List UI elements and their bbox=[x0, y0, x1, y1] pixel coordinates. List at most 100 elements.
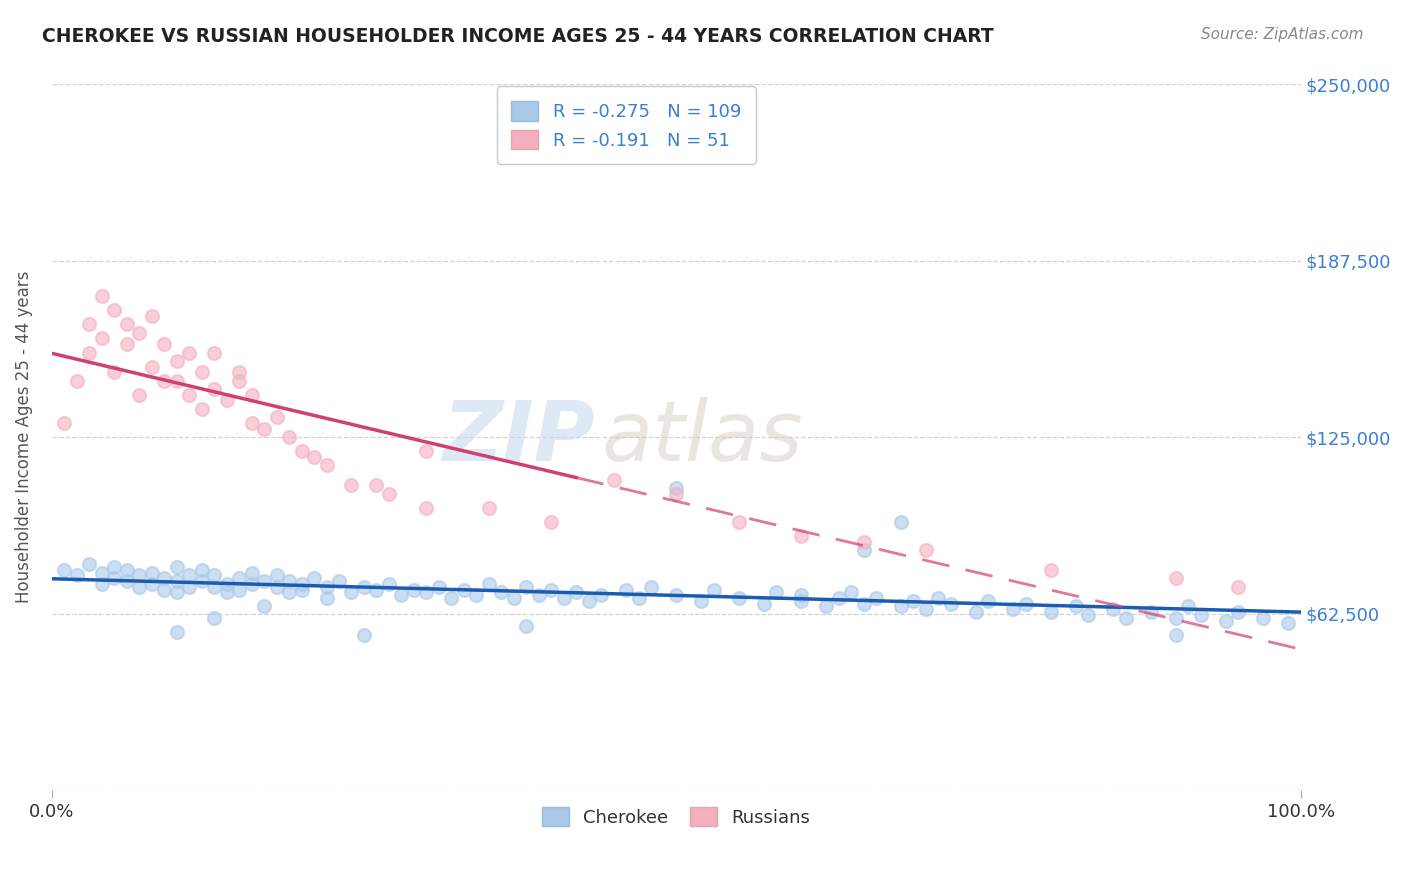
Point bbox=[1177, 599, 1199, 614]
Point bbox=[827, 591, 849, 605]
Point bbox=[1139, 605, 1161, 619]
Point bbox=[852, 597, 875, 611]
Point bbox=[290, 582, 312, 597]
Point bbox=[228, 365, 250, 379]
Point bbox=[90, 566, 112, 580]
Point bbox=[465, 588, 488, 602]
Point bbox=[179, 568, 201, 582]
Point bbox=[90, 331, 112, 345]
Point bbox=[752, 597, 775, 611]
Point bbox=[103, 303, 125, 318]
Point bbox=[366, 478, 388, 492]
Point bbox=[977, 594, 1000, 608]
Point bbox=[115, 574, 138, 588]
Point bbox=[253, 422, 276, 436]
Point bbox=[852, 534, 875, 549]
Point bbox=[77, 318, 100, 332]
Point bbox=[202, 345, 225, 359]
Point bbox=[915, 543, 938, 558]
Text: Source: ZipAtlas.com: Source: ZipAtlas.com bbox=[1201, 27, 1364, 42]
Point bbox=[378, 486, 401, 500]
Text: CHEROKEE VS RUSSIAN HOUSEHOLDER INCOME AGES 25 - 44 YEARS CORRELATION CHART: CHEROKEE VS RUSSIAN HOUSEHOLDER INCOME A… bbox=[42, 27, 994, 45]
Point bbox=[228, 374, 250, 388]
Point bbox=[839, 585, 862, 599]
Point bbox=[266, 410, 288, 425]
Point bbox=[614, 582, 637, 597]
Point bbox=[565, 585, 588, 599]
Point bbox=[340, 585, 363, 599]
Point bbox=[402, 582, 425, 597]
Point bbox=[90, 289, 112, 303]
Text: atlas: atlas bbox=[602, 397, 803, 478]
Point bbox=[1251, 611, 1274, 625]
Point bbox=[202, 580, 225, 594]
Point bbox=[1164, 628, 1187, 642]
Point bbox=[128, 388, 150, 402]
Point bbox=[290, 444, 312, 458]
Point bbox=[665, 481, 688, 495]
Point bbox=[128, 568, 150, 582]
Point bbox=[115, 563, 138, 577]
Point bbox=[453, 582, 475, 597]
Point bbox=[190, 574, 212, 588]
Point bbox=[865, 591, 887, 605]
Point bbox=[415, 444, 437, 458]
Point bbox=[415, 585, 437, 599]
Point bbox=[578, 594, 600, 608]
Point bbox=[141, 359, 163, 374]
Point bbox=[391, 588, 413, 602]
Point bbox=[1164, 611, 1187, 625]
Point bbox=[1002, 602, 1025, 616]
Point bbox=[179, 580, 201, 594]
Point bbox=[315, 458, 337, 473]
Point bbox=[278, 430, 301, 444]
Point bbox=[515, 580, 537, 594]
Point bbox=[53, 563, 76, 577]
Point bbox=[253, 574, 276, 588]
Point bbox=[852, 543, 875, 558]
Point bbox=[103, 365, 125, 379]
Point bbox=[915, 602, 938, 616]
Point bbox=[115, 337, 138, 351]
Point bbox=[1039, 605, 1062, 619]
Point bbox=[215, 585, 238, 599]
Point bbox=[166, 624, 188, 639]
Point bbox=[103, 571, 125, 585]
Y-axis label: Householder Income Ages 25 - 44 years: Householder Income Ages 25 - 44 years bbox=[15, 271, 32, 603]
Point bbox=[1039, 563, 1062, 577]
Point bbox=[591, 588, 613, 602]
Point bbox=[190, 401, 212, 416]
Point bbox=[141, 309, 163, 323]
Point bbox=[665, 588, 688, 602]
Point bbox=[228, 582, 250, 597]
Point bbox=[603, 473, 626, 487]
Point bbox=[890, 515, 912, 529]
Legend: Cherokee, Russians: Cherokee, Russians bbox=[534, 799, 818, 834]
Point bbox=[240, 566, 263, 580]
Point bbox=[1277, 616, 1299, 631]
Point bbox=[128, 326, 150, 340]
Point bbox=[153, 337, 176, 351]
Point bbox=[690, 594, 713, 608]
Point bbox=[315, 580, 337, 594]
Point bbox=[253, 599, 276, 614]
Point bbox=[278, 574, 301, 588]
Point bbox=[353, 580, 375, 594]
Point bbox=[790, 588, 813, 602]
Point bbox=[141, 566, 163, 580]
Point bbox=[815, 599, 838, 614]
Point bbox=[1227, 580, 1250, 594]
Point bbox=[440, 591, 463, 605]
Point bbox=[166, 354, 188, 368]
Point bbox=[266, 568, 288, 582]
Point bbox=[427, 580, 450, 594]
Point bbox=[1227, 605, 1250, 619]
Point bbox=[166, 374, 188, 388]
Point bbox=[790, 594, 813, 608]
Point bbox=[215, 393, 238, 408]
Point bbox=[366, 582, 388, 597]
Point bbox=[665, 486, 688, 500]
Point bbox=[340, 478, 363, 492]
Point bbox=[266, 580, 288, 594]
Point bbox=[890, 599, 912, 614]
